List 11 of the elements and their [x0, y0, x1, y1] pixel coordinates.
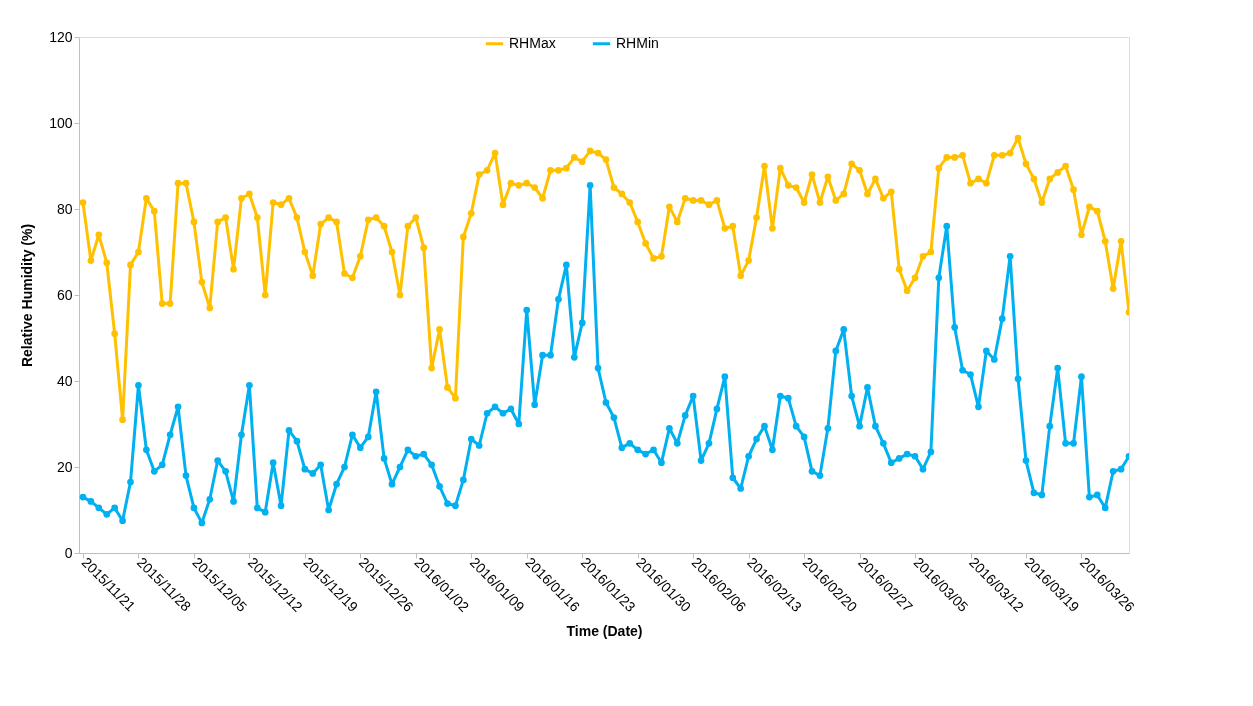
y-tick-label: 0: [64, 544, 73, 561]
y-tick-label: 120: [49, 28, 73, 45]
y-tick-label: 80: [56, 200, 73, 217]
legend-label: RHMax: [509, 34, 556, 51]
y-tick-label: 60: [56, 286, 73, 303]
y-tick-label: 40: [56, 372, 73, 389]
x-axis-title: Time (Date): [566, 623, 643, 639]
y-tick-label: 20: [56, 458, 73, 475]
legend-label: RHMin: [616, 34, 659, 51]
y-tick-label: 100: [49, 114, 73, 131]
y-axis-title: Relative Humidity (%): [19, 223, 36, 368]
